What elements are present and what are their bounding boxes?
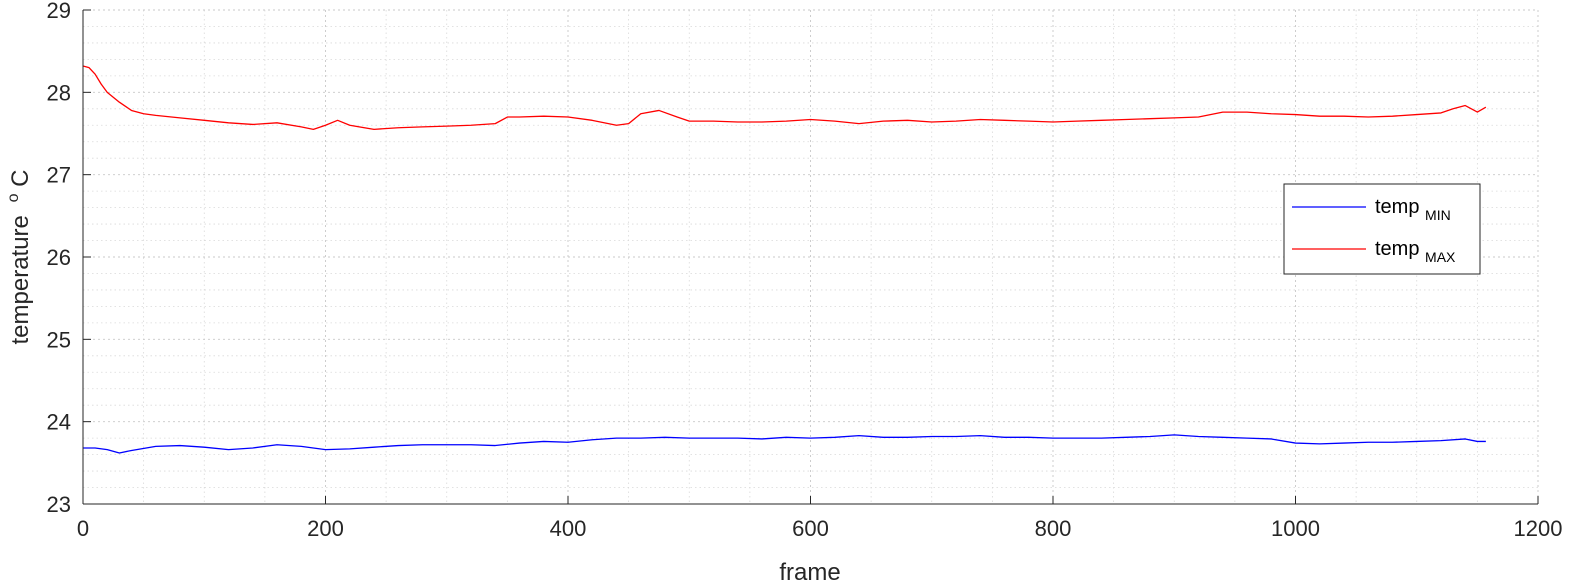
x-tick-label: 400: [550, 516, 587, 541]
y-tick-label: 28: [47, 80, 71, 105]
legend-entry-max: temp MAX: [1375, 238, 1456, 265]
legend-entry-min-sub: MIN: [1425, 207, 1451, 223]
legend-entry-min-name: temp: [1375, 196, 1419, 218]
legend-entry-max-name: temp: [1375, 238, 1419, 260]
y-tick-label: 26: [47, 245, 71, 270]
y-tick-labels: 23 24 25 26 27 28 29: [47, 0, 71, 517]
x-tick-label: 1000: [1271, 516, 1320, 541]
x-tick-label: 600: [792, 516, 829, 541]
legend-entry-max-sub: MAX: [1425, 249, 1456, 265]
legend-box: [1283, 183, 1481, 275]
x-tick-label: 1200: [1514, 516, 1563, 541]
x-axis-label: frame: [779, 559, 840, 586]
legend-entry-min: temp MIN: [1375, 196, 1451, 223]
series-line-max: [82, 65, 1487, 131]
y-tick-label: 25: [47, 327, 71, 352]
y-axis-label-unit: C: [7, 170, 34, 187]
tick-marks: [82, 9, 1539, 505]
x-tick-label: 200: [307, 516, 344, 541]
y-axis-label-degree: o: [5, 193, 22, 202]
y-axis-label-text: temperature: [7, 215, 34, 344]
x-tick-labels: 0 200 400 600 800 1000 1200: [77, 516, 1563, 541]
y-tick-label: 24: [47, 410, 71, 435]
series-line-min: [83, 434, 1486, 454]
y-tick-label: 23: [47, 492, 71, 517]
legend: temp MIN temp MAX: [1283, 183, 1481, 275]
x-tick-label: 0: [77, 516, 89, 541]
y-tick-label: 29: [47, 0, 71, 23]
series-layer: [82, 65, 1487, 454]
y-axis-label: temperature o C: [0, 170, 34, 345]
y-tick-label: 27: [47, 163, 71, 188]
x-tick-label: 800: [1035, 516, 1072, 541]
